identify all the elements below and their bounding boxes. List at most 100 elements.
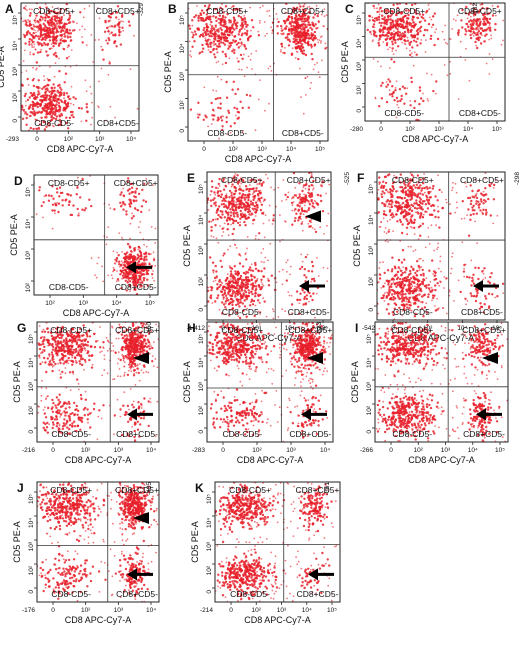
y-tick-label: 10⁵ [206,494,213,504]
x-tick-label: 10³ [277,607,287,614]
cluster-ur [452,178,512,244]
quad-label-lr: CD8+CD5- [116,589,158,599]
x-axis-title: CD8 APC-Cy7-A [402,134,469,144]
quad-label-ll: CD8-CD5- [207,128,247,138]
panel-letter: K [195,481,204,495]
x-tick-label: 10³ [114,607,124,614]
y-tick-label: 10² [366,405,373,415]
y-axis-title: CD5 PE-A [350,361,360,403]
quad-label-ul: CD8-CD5+ [221,175,263,185]
x-tick-label: 10² [81,447,91,454]
x-tick-label: 10⁴ [146,607,156,614]
x-tick-label: 10² [405,126,415,133]
y-tick-label: 10⁵ [366,334,373,344]
quad-label-ul: CD8-CD5+ [48,178,90,188]
x-axis-title: CD8 APC-Cy7-A [244,615,311,625]
panel-letter: B [168,2,177,16]
y-tick-label: 0 [198,430,205,434]
x-tick-label: 0 [51,607,55,614]
x-tick-label: 10² [81,607,91,614]
x-tick-label: 10³ [114,447,124,454]
y-tick-label: 10² [28,565,35,575]
y-tick-label: 10² [206,565,213,575]
x-min-label: -283 [192,447,205,454]
x-tick-label: 10⁴ [146,447,156,454]
x-min-label: -266 [360,447,373,454]
y-axis-title: CD5 PE-A [340,41,350,83]
y-axis-title: CD5 PE-A [12,361,22,403]
y-tick-label: 10⁵ [179,15,186,25]
x-tick-label: 0 [221,447,225,454]
quad-label-ll: CD8-CD5- [222,429,262,439]
quad-label-ur: CD8+CD5+ [462,325,506,335]
x-tick-label: 10² [414,447,424,454]
y-axis-title: CD5 PE-A [163,51,173,93]
x-tick-label: 0 [51,447,55,454]
x-min-label: -542 [362,325,375,332]
x-tick-label: 10² [252,447,262,454]
y-tick-label: 0 [368,308,375,312]
y-tick-label: 10² [198,405,205,415]
y-tick-label: 0 [206,590,213,594]
quad-label-lr: CD8+CD5- [463,429,505,439]
x-tick-label: 10⁵ [327,607,337,614]
y-tick-label: 10⁵ [198,184,205,194]
quad-label-lr: CD8+CD5- [288,307,330,317]
x-tick-label: 10⁴ [302,607,312,614]
y-tick-label: 10⁵ [25,187,32,197]
x-min-label: -280 [350,126,363,133]
quad-label-ll: CD8-CD5- [51,429,91,439]
y-tick-label: 10³ [368,245,375,255]
dot-layer [324,0,508,125]
quad-label-ur: CD8+CD5+ [460,175,504,185]
plot-frame [188,3,328,141]
y-tick-label: 10⁵ [356,15,363,25]
y-axis-title: CD5 PE-A [12,521,22,563]
panel-letter: D [14,174,23,188]
y-tick-label: 0 [198,308,205,312]
quad-label-ll: CD8-CD5- [34,118,74,128]
y-tick-label: 10³ [198,245,205,255]
y-tick-label: 10⁵ [198,334,205,344]
y-tick-label: 10² [12,92,19,102]
quad-label-ul: CD8-CD5+ [221,325,263,335]
x-tick-label: 10³ [95,136,105,143]
y-tick-label: 10⁴ [25,219,32,229]
quad-label-ur: CD8+CD5+ [281,6,325,16]
y-tick-label: 10³ [198,381,205,391]
dot-layer [158,449,352,629]
quad-label-lr: CD8+CD5- [282,128,324,138]
y-tick-label: 10² [179,100,186,110]
x-tick-label: 10⁴ [320,447,330,454]
x-tick-label: 10⁴ [112,300,122,307]
x-axis-title: CD8 APC-Cy7-A [225,154,292,164]
cluster-ur [103,168,161,230]
quad-label-ul: CD8-CD5+ [50,325,92,335]
x-tick-label: 10³ [79,300,89,307]
y-tick-label: 10² [25,282,32,292]
x-min-label: -293 [6,136,19,143]
y-axis-title: CD5 PE-A [352,225,362,267]
y-tick-label: 10⁵ [368,184,375,194]
dot-layer [130,0,341,140]
quad-label-ul: CD8-CD5+ [206,6,248,16]
y-tick-label: 0 [179,129,186,133]
y-min-label: -323 [316,322,323,335]
panel-letter: A [5,2,14,16]
y-tick-label: 10⁴ [28,358,35,368]
cluster-ll [163,517,313,630]
y-min-label: -182 [472,3,479,16]
panel-letter: J [17,481,24,495]
quad-label-lr: CD8+CD5- [97,118,139,128]
quad-label-ul: CD8-CD5+ [229,485,271,495]
y-tick-label: 10⁵ [12,15,19,25]
panel-letter: H [187,321,196,335]
y-tick-label: 10² [198,276,205,286]
y-tick-label: 10⁴ [198,215,205,225]
y-tick-label: 0 [356,109,363,113]
y-tick-label: 10² [356,85,363,95]
quad-label-lr: CD8+CD5- [116,429,158,439]
quad-label-lr: CD8+CD5- [459,108,501,118]
x-tick-label: 10⁴ [463,126,473,133]
